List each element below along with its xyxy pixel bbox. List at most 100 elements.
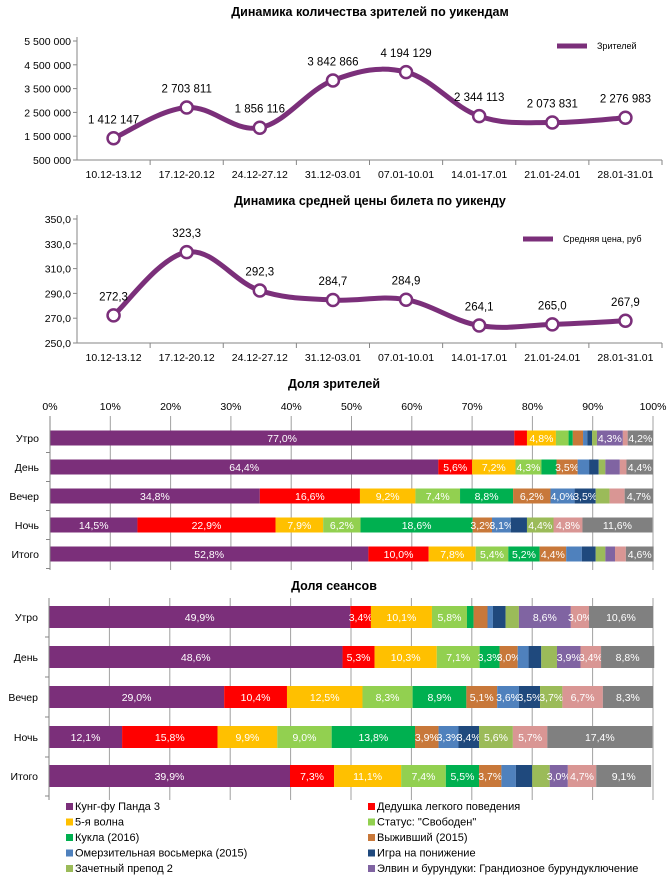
bar-segment [415, 726, 439, 748]
bar-segment [217, 726, 278, 748]
x-tick-label: 28.01-31.01 [597, 169, 653, 181]
bar-segment [526, 517, 554, 533]
legend-label: Зрителей [597, 41, 636, 51]
legend-label: Омерзительная восьмерка (2015) [75, 848, 247, 860]
bar-segment [550, 488, 575, 504]
bar-segment [49, 646, 343, 668]
bar-label: 48,6% [181, 652, 211, 664]
bar-segment [581, 546, 596, 562]
bar-segment [549, 765, 568, 787]
bar-segment [466, 686, 498, 708]
bar-label: 16,6% [295, 491, 325, 503]
chart-title: Динамика количества зрителей по уикендам [231, 5, 508, 19]
bar-label: 3,9% [415, 732, 439, 744]
bar-segment [137, 517, 276, 533]
bar-segment [445, 765, 480, 787]
bar-label: 7,1% [446, 652, 470, 664]
x-tick-label: 60% [401, 401, 422, 413]
bar-segment [479, 765, 502, 787]
bar-segment [518, 606, 571, 628]
legend-label: Статус: "Свободен" [377, 817, 476, 829]
bar-segment [515, 459, 542, 475]
x-tick-label: 20% [160, 401, 181, 413]
bar-segment [415, 488, 461, 504]
bar-label: 4,3% [598, 433, 622, 445]
legend-label: Выживший (2015) [377, 832, 468, 844]
bar-label: 7,3% [300, 771, 324, 783]
category-label: Утро [16, 433, 39, 445]
x-tick-label: 21.01-24.01 [524, 352, 580, 364]
bar-segment [624, 488, 653, 504]
bar-segment [259, 488, 360, 504]
legend-swatch [66, 865, 73, 872]
legend-swatch [368, 865, 375, 872]
chart-title: Доля сеансов [291, 579, 377, 593]
bar-segment [626, 459, 653, 475]
bar-label: 3,5% [518, 692, 542, 704]
category-label: День [15, 462, 40, 474]
bar-segment [497, 686, 519, 708]
bar-segment [359, 488, 416, 504]
bar-label: 10,0% [384, 549, 414, 561]
bar-segment [556, 459, 578, 475]
y-tick-label: 290,0 [45, 288, 71, 300]
bar-label: 3,4% [349, 612, 373, 624]
bar-label: 6,2% [330, 520, 354, 532]
bar-segment [572, 430, 584, 446]
bar-label: 5,4% [480, 549, 504, 561]
bar-segment [595, 488, 610, 504]
bar-segment [582, 517, 653, 533]
data-point [398, 292, 414, 307]
bar-label: 8,6% [533, 612, 557, 624]
data-label: 2 276 983 [600, 94, 651, 106]
x-tick-label: 31.12-03.01 [305, 169, 361, 181]
legend-label: Средняя цена, руб [563, 234, 641, 244]
bar-segment [625, 546, 654, 562]
bar-label: 3,3% [437, 732, 461, 744]
bar-segment [605, 546, 616, 562]
data-point [179, 244, 194, 260]
category-label: Утро [15, 612, 38, 624]
bar-segment [49, 765, 290, 787]
bar-segment [567, 765, 597, 787]
data-point [471, 108, 487, 124]
bar-label: 3,7% [539, 692, 563, 704]
bar-segment [528, 646, 542, 668]
bar-label: 4,0% [551, 491, 575, 503]
bar-segment [532, 765, 550, 787]
y-tick-label: 330,0 [45, 239, 71, 251]
data-label: 323,3 [172, 228, 201, 240]
bar-segment [334, 765, 402, 787]
x-tick-label: 80% [522, 401, 543, 413]
x-tick-label: 30% [220, 401, 241, 413]
bar-label: 5,6% [484, 732, 508, 744]
bar-segment [487, 606, 493, 628]
bar-label: 3,7% [478, 771, 502, 783]
bar-label: 3,6% [496, 692, 520, 704]
bar-label: 7,2% [482, 462, 506, 474]
bar-label: 15,8% [155, 732, 185, 744]
bar-segment [436, 646, 480, 668]
legend-label: Кукла (2016) [75, 832, 139, 844]
x-tick-label: 70% [462, 401, 483, 413]
x-tick-label: 07.01-10.01 [378, 352, 434, 364]
x-tick-label: 14.01-17.01 [451, 169, 507, 181]
bar-segment [49, 686, 225, 708]
legend-swatch [368, 834, 375, 841]
line-chart-1: Динамика средней цены билета по уикенду 3… [45, 194, 663, 364]
data-label: 2 344 113 [454, 92, 504, 104]
bar-label: 3,4% [579, 652, 603, 664]
data-point [106, 131, 121, 146]
bar-segment [50, 517, 138, 533]
bar-label: 4,6% [628, 549, 652, 561]
data-label: 2 073 831 [527, 99, 578, 111]
bar-segment [566, 546, 582, 562]
legend-label: Зачетный препод 2 [75, 863, 173, 875]
bar-segment [479, 726, 513, 748]
data-point [618, 313, 633, 329]
bar-label: 39,9% [155, 771, 185, 783]
bar-label: 3,4% [457, 732, 481, 744]
bar-segment [360, 517, 473, 533]
bar-segment [431, 606, 467, 628]
